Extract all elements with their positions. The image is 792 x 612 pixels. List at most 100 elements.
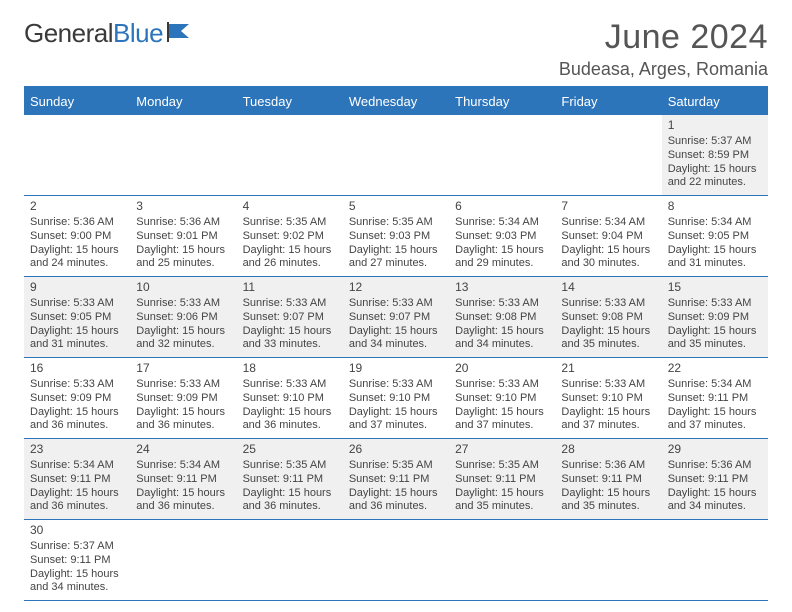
- sunset-line: Sunset: 9:10 PM: [455, 392, 549, 406]
- daylight-line: Daylight: 15 hours and 35 minutes.: [561, 487, 655, 515]
- sunrise-line: Sunrise: 5:33 AM: [243, 378, 337, 392]
- sunset-line: Sunset: 9:09 PM: [136, 392, 230, 406]
- sunset-line: Sunset: 9:11 PM: [349, 473, 443, 487]
- sunset-line: Sunset: 9:09 PM: [668, 311, 762, 325]
- calendar-table: Sunday Monday Tuesday Wednesday Thursday…: [24, 86, 768, 601]
- calendar-day-cell: 27Sunrise: 5:35 AMSunset: 9:11 PMDayligh…: [449, 439, 555, 520]
- day-number: 17: [136, 361, 230, 376]
- sunset-line: Sunset: 9:01 PM: [136, 230, 230, 244]
- day-number: 27: [455, 442, 549, 457]
- day-number: 21: [561, 361, 655, 376]
- calendar-day-cell: [343, 115, 449, 196]
- sunset-line: Sunset: 9:11 PM: [30, 473, 124, 487]
- calendar-day-cell: 24Sunrise: 5:34 AMSunset: 9:11 PMDayligh…: [130, 439, 236, 520]
- calendar-day-cell: 15Sunrise: 5:33 AMSunset: 9:09 PMDayligh…: [662, 277, 768, 358]
- daylight-line: Daylight: 15 hours and 35 minutes.: [455, 487, 549, 515]
- calendar-day-cell: [130, 520, 236, 601]
- daylight-line: Daylight: 15 hours and 31 minutes.: [668, 244, 762, 272]
- day-number: 6: [455, 199, 549, 214]
- sunset-line: Sunset: 9:11 PM: [668, 473, 762, 487]
- calendar-day-cell: 8Sunrise: 5:34 AMSunset: 9:05 PMDaylight…: [662, 196, 768, 277]
- calendar-day-cell: [130, 115, 236, 196]
- calendar-day-cell: 5Sunrise: 5:35 AMSunset: 9:03 PMDaylight…: [343, 196, 449, 277]
- sunset-line: Sunset: 9:06 PM: [136, 311, 230, 325]
- calendar-week-row: 30Sunrise: 5:37 AMSunset: 9:11 PMDayligh…: [24, 520, 768, 601]
- sunrise-line: Sunrise: 5:33 AM: [30, 378, 124, 392]
- day-number: 20: [455, 361, 549, 376]
- sunset-line: Sunset: 9:11 PM: [30, 554, 124, 568]
- day-number: 22: [668, 361, 762, 376]
- calendar-week-row: 1Sunrise: 5:37 AMSunset: 8:59 PMDaylight…: [24, 115, 768, 196]
- sunset-line: Sunset: 9:10 PM: [243, 392, 337, 406]
- daylight-line: Daylight: 15 hours and 34 minutes.: [668, 487, 762, 515]
- sunset-line: Sunset: 9:11 PM: [455, 473, 549, 487]
- sunrise-line: Sunrise: 5:34 AM: [136, 459, 230, 473]
- sunset-line: Sunset: 9:09 PM: [30, 392, 124, 406]
- daylight-line: Daylight: 15 hours and 36 minutes.: [243, 487, 337, 515]
- calendar-day-cell: 29 Sunrise: 5:36 AMSunset: 9:11 PMDayligh…: [662, 439, 768, 520]
- day-number: 30: [30, 523, 124, 538]
- day-number: 18: [243, 361, 337, 376]
- day-number: 4: [243, 199, 337, 214]
- daylight-line: Daylight: 15 hours and 35 minutes.: [561, 325, 655, 353]
- sunrise-line: Sunrise: 5:34 AM: [455, 216, 549, 230]
- day-number: 28: [561, 442, 655, 457]
- weekday-header: Monday: [130, 87, 236, 115]
- daylight-line: Daylight: 15 hours and 35 minutes.: [668, 325, 762, 353]
- daylight-line: Daylight: 15 hours and 36 minutes.: [243, 406, 337, 434]
- month-title: June 2024: [559, 18, 768, 57]
- calendar-day-cell: 25Sunrise: 5:35 AMSunset: 9:11 PMDayligh…: [237, 439, 343, 520]
- sunset-line: Sunset: 9:11 PM: [668, 392, 762, 406]
- calendar-day-cell: [237, 115, 343, 196]
- calendar-day-cell: 22Sunrise: 5:34 AMSunset: 9:11 PMDayligh…: [662, 358, 768, 439]
- sunset-line: Sunset: 9:10 PM: [349, 392, 443, 406]
- sunset-line: Sunset: 9:00 PM: [30, 230, 124, 244]
- location: Budeasa, Arges, Romania: [559, 59, 768, 80]
- logo-text-2: Blue: [113, 18, 163, 49]
- calendar-day-cell: 23Sunrise: 5:34 AMSunset: 9:11 PMDayligh…: [24, 439, 130, 520]
- calendar-day-cell: 9Sunrise: 5:33 AMSunset: 9:05 PMDaylight…: [24, 277, 130, 358]
- header: GeneralBlue June 2024 Budeasa, Arges, Ro…: [24, 18, 768, 80]
- calendar-day-cell: [24, 115, 130, 196]
- daylight-line: Daylight: 15 hours and 25 minutes.: [136, 244, 230, 272]
- calendar-day-cell: 6Sunrise: 5:34 AMSunset: 9:03 PMDaylight…: [449, 196, 555, 277]
- sunset-line: Sunset: 9:11 PM: [243, 473, 337, 487]
- weekday-header: Tuesday: [237, 87, 343, 115]
- weekday-header: Wednesday: [343, 87, 449, 115]
- calendar-day-cell: 13Sunrise: 5:33 AMSunset: 9:08 PMDayligh…: [449, 277, 555, 358]
- calendar-day-cell: [343, 520, 449, 601]
- weekday-header: Sunday: [24, 87, 130, 115]
- daylight-line: Daylight: 15 hours and 36 minutes.: [136, 487, 230, 515]
- calendar-day-cell: 10Sunrise: 5:33 AMSunset: 9:06 PMDayligh…: [130, 277, 236, 358]
- sunrise-line: Sunrise: 5:33 AM: [455, 378, 549, 392]
- day-number: 12: [349, 280, 443, 295]
- sunrise-line: Sunrise: 5:33 AM: [561, 297, 655, 311]
- daylight-line: Daylight: 15 hours and 36 minutes.: [30, 406, 124, 434]
- sunset-line: Sunset: 9:08 PM: [561, 311, 655, 325]
- daylight-line: Daylight: 15 hours and 22 minutes.: [668, 163, 762, 191]
- calendar-day-cell: [449, 115, 555, 196]
- weekday-header: Thursday: [449, 87, 555, 115]
- day-number: 11: [243, 280, 337, 295]
- sunrise-line: Sunrise: 5:35 AM: [243, 216, 337, 230]
- daylight-line: Daylight: 15 hours and 30 minutes.: [561, 244, 655, 272]
- calendar-day-cell: 3Sunrise: 5:36 AMSunset: 9:01 PMDaylight…: [130, 196, 236, 277]
- daylight-line: Daylight: 15 hours and 37 minutes.: [349, 406, 443, 434]
- calendar-day-cell: 11Sunrise: 5:33 AMSunset: 9:07 PMDayligh…: [237, 277, 343, 358]
- sunrise-line: Sunrise: 5:33 AM: [349, 297, 443, 311]
- sunset-line: Sunset: 9:10 PM: [561, 392, 655, 406]
- day-number: 29: [668, 442, 762, 457]
- day-number: 2: [30, 199, 124, 214]
- sunset-line: Sunset: 9:05 PM: [30, 311, 124, 325]
- daylight-line: Daylight: 15 hours and 36 minutes.: [30, 487, 124, 515]
- day-number: 5: [349, 199, 443, 214]
- sunrise-line: Sunrise: 5:34 AM: [668, 216, 762, 230]
- sunrise-line: Sunrise: 5:36 AM: [668, 459, 762, 473]
- day-number: 23: [30, 442, 124, 457]
- calendar-day-cell: 20Sunrise: 5:33 AMSunset: 9:10 PMDayligh…: [449, 358, 555, 439]
- sunrise-line: Sunrise: 5:33 AM: [349, 378, 443, 392]
- sunset-line: Sunset: 9:03 PM: [349, 230, 443, 244]
- sunrise-line: Sunrise: 5:36 AM: [136, 216, 230, 230]
- sunset-line: Sunset: 9:03 PM: [455, 230, 549, 244]
- sunset-line: Sunset: 9:05 PM: [668, 230, 762, 244]
